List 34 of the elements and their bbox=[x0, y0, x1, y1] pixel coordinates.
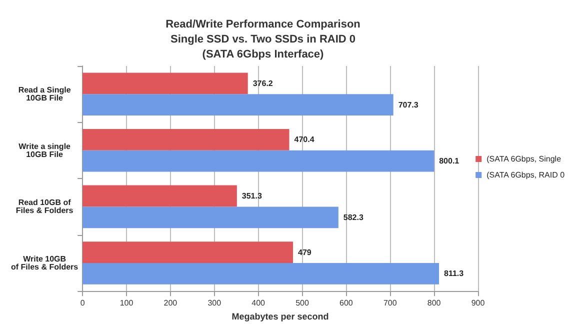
data-label: 811.3 bbox=[444, 269, 464, 278]
x-tick-label: 600 bbox=[340, 298, 354, 308]
x-tick-label: 500 bbox=[296, 298, 310, 308]
legend-label: (SATA 6Gbps, RAID 0 bbox=[486, 170, 566, 180]
data-label: 800.1 bbox=[439, 156, 460, 166]
bar bbox=[82, 262, 440, 284]
data-label: 470.4 bbox=[294, 135, 315, 144]
chart-title: Read/Write Performance Comparison Single SSD vs. Two SSDs in RAID 0 (SATA 6Gbps Interface) bbox=[166, 18, 361, 60]
bar bbox=[82, 150, 434, 172]
data-label: 479 bbox=[298, 248, 312, 257]
y-tick-label: Write 10GB of Files & Folders bbox=[11, 254, 79, 272]
data-label: 351.3 bbox=[242, 191, 262, 200]
data-label: 582.3 bbox=[343, 212, 364, 222]
data-label: 376.2 bbox=[252, 78, 274, 88]
bar bbox=[82, 242, 294, 263]
x-tick-label: 900 bbox=[471, 298, 486, 308]
y-tick-label: Read a Single 10GB File bbox=[18, 86, 72, 103]
x-tick-label: 300 bbox=[208, 298, 222, 308]
bar bbox=[82, 185, 237, 207]
x-tick-label: 800 bbox=[427, 298, 442, 308]
data-label: 707.3 bbox=[398, 100, 419, 110]
x-tick-label: 700 bbox=[383, 298, 398, 308]
bar bbox=[82, 206, 338, 228]
legend-label: (SATA 6Gbps, Single bbox=[486, 154, 562, 164]
bar bbox=[82, 72, 248, 94]
bar bbox=[82, 94, 394, 116]
x-tick-label: 100 bbox=[120, 298, 134, 308]
x-tick-label: 0 bbox=[80, 298, 86, 308]
bar bbox=[82, 129, 290, 150]
x-tick-label: 200 bbox=[164, 298, 178, 308]
x-tick-label: 400 bbox=[252, 298, 266, 308]
x-axis-title: Megabytes per second bbox=[232, 312, 329, 322]
y-tick-label: Write a single 10GB File bbox=[18, 142, 72, 159]
y-tick-label: Read 10GB of Files & Folders bbox=[16, 198, 74, 216]
